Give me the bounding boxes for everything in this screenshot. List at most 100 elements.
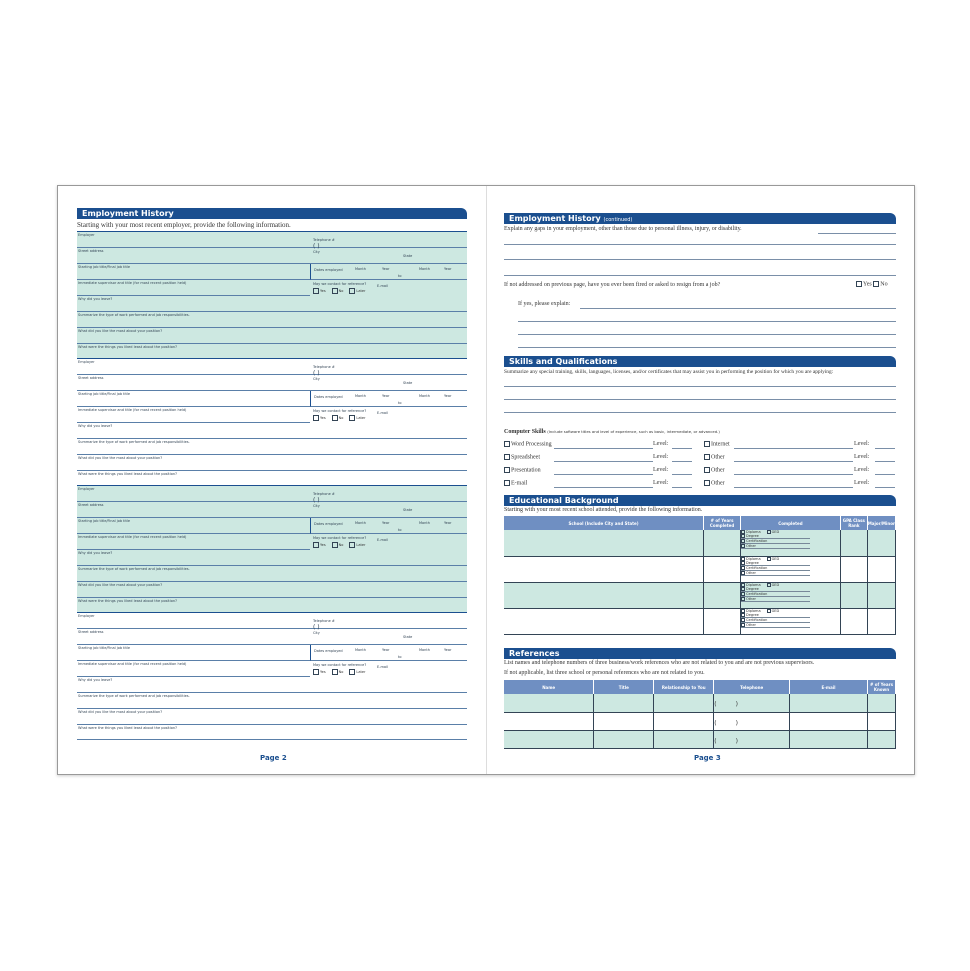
education-cell[interactable]	[867, 530, 897, 557]
level-line[interactable]	[672, 474, 692, 475]
skill-checkbox[interactable]	[704, 441, 710, 447]
field-employer[interactable]: Employer	[77, 486, 467, 502]
option-checkbox[interactable]	[741, 544, 746, 548]
education-cell[interactable]	[840, 530, 868, 557]
education-cell[interactable]	[867, 556, 897, 583]
level-line[interactable]	[672, 487, 692, 488]
skill-line[interactable]	[734, 487, 853, 488]
option-checkbox[interactable]	[741, 570, 746, 575]
field-liked-least[interactable]: What were the things you liked least abo…	[77, 471, 467, 486]
dates-employed-box[interactable]	[310, 264, 467, 280]
education-cell[interactable]	[504, 608, 705, 635]
reference-cell[interactable]	[867, 694, 897, 713]
field-supervisor[interactable]: Immediate supervisor and title (for most…	[77, 407, 310, 423]
completed-option[interactable]: Degree	[741, 612, 759, 617]
reference-cell[interactable]	[789, 730, 868, 749]
field-liked-most[interactable]: What did you like the most about your po…	[77, 709, 467, 725]
field-why-leave[interactable]: Why did you leave?	[77, 677, 467, 693]
reference-cell[interactable]: ( )	[713, 712, 791, 731]
completed-option[interactable]: Degree	[741, 560, 759, 565]
completed-option[interactable]: Diploma	[741, 556, 761, 561]
no-checkbox[interactable]	[331, 288, 338, 294]
skill-checkbox[interactable]	[704, 454, 710, 460]
level-line[interactable]	[875, 487, 895, 488]
education-cell[interactable]	[504, 530, 705, 557]
field-job-title[interactable]: Starting job title/Final job title	[77, 518, 310, 534]
option-checkbox[interactable]	[741, 608, 746, 613]
level-line[interactable]	[875, 474, 895, 475]
no-checkbox[interactable]	[331, 669, 338, 675]
education-cell[interactable]	[840, 556, 868, 583]
option-checkbox[interactable]	[741, 556, 746, 561]
field-job-title[interactable]: Starting job title/Final job title	[77, 645, 310, 661]
completed-option[interactable]: Certification	[741, 565, 767, 570]
reference-cell[interactable]	[653, 712, 715, 731]
option-checkbox[interactable]	[741, 591, 746, 596]
explain-line[interactable]	[518, 334, 896, 335]
completed-option[interactable]: Certification	[741, 539, 767, 543]
skills-line[interactable]	[504, 386, 896, 387]
gaps-line[interactable]	[504, 259, 896, 260]
completed-option[interactable]: Diploma	[741, 582, 761, 587]
option-checkbox[interactable]	[741, 586, 746, 591]
skill-checkbox[interactable]	[504, 441, 510, 447]
explain-line[interactable]	[518, 347, 896, 348]
completed-option[interactable]: GED	[766, 582, 779, 587]
completed-option[interactable]: GED	[766, 556, 779, 561]
option-checkbox[interactable]	[741, 622, 746, 627]
option-checkbox[interactable]	[766, 556, 771, 561]
field-summarize[interactable]: Summarize the type of work performed and…	[77, 693, 467, 709]
field-street[interactable]: Street address	[77, 248, 467, 264]
completed-option[interactable]: Other	[741, 570, 756, 575]
reference-cell[interactable]	[653, 730, 715, 749]
education-cell[interactable]	[867, 582, 897, 609]
skill-line[interactable]	[554, 474, 653, 475]
gaps-line[interactable]	[504, 244, 896, 245]
skills-line[interactable]	[504, 399, 896, 400]
field-why-leave[interactable]: Why did you leave?	[77, 550, 467, 566]
field-why-leave[interactable]: Why did you leave?	[77, 296, 467, 312]
field-street[interactable]: Street address	[77, 629, 467, 645]
field-liked-least[interactable]: What were the things you liked least abo…	[77, 344, 467, 359]
completed-option[interactable]: GED	[766, 530, 779, 534]
field-summarize[interactable]: Summarize the type of work performed and…	[77, 312, 467, 328]
field-liked-most[interactable]: What did you like the most about your po…	[77, 328, 467, 344]
option-checkbox[interactable]	[741, 560, 746, 565]
dates-employed-box[interactable]	[310, 518, 467, 534]
skill-line[interactable]	[734, 474, 853, 475]
no-checkbox[interactable]	[331, 542, 338, 548]
completed-option[interactable]: GED	[766, 608, 779, 613]
field-summarize[interactable]: Summarize the type of work performed and…	[77, 439, 467, 455]
explain-line[interactable]	[580, 308, 896, 309]
option-checkbox[interactable]	[766, 582, 771, 587]
later-checkbox[interactable]	[349, 415, 356, 421]
later-checkbox[interactable]	[349, 288, 356, 294]
completed-option[interactable]: Degree	[741, 534, 759, 538]
skills-line[interactable]	[504, 412, 896, 413]
later-checkbox[interactable]	[349, 542, 356, 548]
skill-line[interactable]	[554, 448, 653, 449]
option-checkbox[interactable]	[741, 596, 746, 601]
level-line[interactable]	[672, 448, 692, 449]
field-liked-least[interactable]: What were the things you liked least abo…	[77, 598, 467, 613]
field-liked-least[interactable]: What were the things you liked least abo…	[77, 725, 467, 740]
gaps-line[interactable]	[504, 275, 896, 276]
field-liked-most[interactable]: What did you like the most about your po…	[77, 582, 467, 598]
education-cell[interactable]	[703, 556, 742, 583]
reference-cell[interactable]	[593, 694, 655, 713]
option-checkbox[interactable]	[741, 565, 746, 570]
yes-checkbox[interactable]	[313, 415, 319, 421]
gaps-line[interactable]	[818, 233, 896, 234]
completed-option[interactable]: Other	[741, 622, 756, 627]
dates-employed-box[interactable]	[310, 645, 467, 661]
no-checkbox[interactable]	[331, 415, 338, 421]
field-street[interactable]: Street address	[77, 502, 467, 518]
level-line[interactable]	[875, 461, 895, 462]
option-checkbox[interactable]	[766, 530, 771, 534]
education-cell[interactable]	[840, 582, 868, 609]
education-cell[interactable]	[703, 530, 742, 557]
field-employer[interactable]: Employer	[77, 359, 467, 375]
skill-line[interactable]	[554, 487, 653, 488]
level-line[interactable]	[672, 461, 692, 462]
reference-cell[interactable]	[504, 694, 595, 713]
